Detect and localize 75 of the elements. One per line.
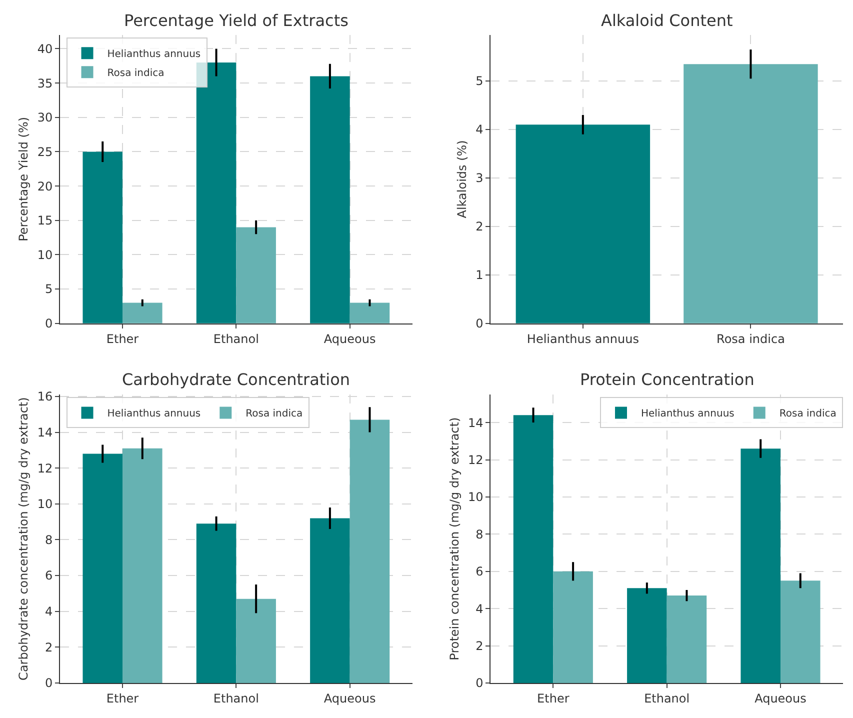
x-tick-label: Ethanol: [213, 691, 259, 706]
y-tick-label: 2: [476, 638, 484, 653]
x-tick-label: Aqueous: [324, 332, 376, 346]
x-tick-label: Helianthus annuus: [526, 332, 639, 346]
y-tick-label: 16: [37, 390, 53, 404]
bar: [666, 596, 707, 683]
bar: [82, 454, 123, 683]
chart-title: Protein Concentration: [580, 370, 754, 389]
y-tick-label: 6: [476, 564, 484, 579]
y-tick-label: 4: [476, 602, 484, 616]
bar: [236, 598, 276, 683]
y-tick-label: 10: [468, 490, 484, 504]
y-tick-label: 5: [476, 74, 484, 88]
bar: [780, 580, 820, 683]
legend-label: Rosa indica: [779, 408, 836, 420]
bar: [82, 152, 123, 324]
legend-label: Helianthus annuus: [107, 408, 201, 420]
bar: [513, 415, 554, 683]
y-tick-label: 0: [44, 316, 53, 331]
y-tick-label: 0: [44, 676, 53, 690]
bar: [122, 302, 162, 324]
bar: [350, 420, 390, 683]
y-tick-label: 35: [37, 76, 53, 90]
y-tick-label: 10: [37, 497, 53, 512]
bar: [196, 524, 236, 683]
y-tick-label: 5: [44, 282, 53, 296]
legend-label: Helianthus annuus: [641, 408, 734, 420]
bar: [236, 227, 276, 324]
y-tick-label: 10: [37, 248, 53, 262]
y-tick-label: 14: [37, 425, 53, 440]
y-tick-label: 14: [468, 416, 484, 430]
x-tick-label: Ethanol: [644, 691, 690, 706]
y-tick-label: 1: [476, 268, 484, 282]
y-axis-title: Percentage Yield (%): [16, 116, 31, 242]
legend-label: Rosa indica: [107, 68, 164, 79]
chart-title: Carbohydrate Concentration: [122, 370, 350, 389]
bar: [310, 518, 350, 683]
y-tick-label: 3: [476, 171, 484, 186]
legend-label: Rosa indica: [246, 408, 303, 420]
y-tick-label: 4: [476, 122, 484, 137]
y-tick-label: 12: [468, 452, 484, 467]
x-tick-label: Ether: [106, 691, 139, 706]
y-tick-label: 40: [37, 42, 53, 56]
bar: [627, 588, 667, 683]
chart-title: Percentage Yield of Extracts: [124, 11, 348, 30]
legend-label: Helianthus annuus: [107, 48, 201, 60]
bar: [310, 76, 350, 324]
bar: [553, 571, 593, 683]
y-tick-label: 2: [476, 220, 484, 234]
bar: [196, 62, 236, 324]
y-tick-label: 30: [37, 110, 53, 125]
y-tick-label: 12: [37, 461, 53, 476]
y-tick-label: 25: [37, 144, 53, 159]
x-tick-label: Ether: [106, 332, 139, 346]
y-tick-label: 20: [37, 179, 53, 194]
bar: [350, 302, 390, 324]
y-tick-label: 15: [37, 214, 53, 228]
y-tick-label: 2: [44, 640, 53, 654]
y-axis-title: Protein concentration (mg/g dry extract): [447, 417, 462, 660]
x-tick-label: Aqueous: [754, 691, 806, 706]
y-axis-title: Alkaloids (%): [454, 140, 469, 218]
y-tick-label: 8: [44, 532, 53, 547]
y-tick-label: 0: [476, 316, 484, 331]
x-tick-label: Rosa indica: [716, 332, 785, 346]
y-tick-label: 0: [476, 676, 484, 690]
x-tick-label: Ether: [537, 691, 570, 706]
x-tick-label: Aqueous: [324, 691, 376, 706]
y-tick-label: 6: [44, 568, 53, 583]
x-tick-label: Ethanol: [213, 332, 259, 346]
bar: [740, 448, 780, 683]
y-axis-title: Carbohydrate concentration (mg/g dry extract): [16, 397, 31, 680]
y-tick-label: 8: [476, 527, 484, 542]
bar: [122, 448, 162, 683]
chart-title: Alkaloid Content: [601, 11, 733, 30]
y-tick-label: 4: [44, 604, 53, 619]
